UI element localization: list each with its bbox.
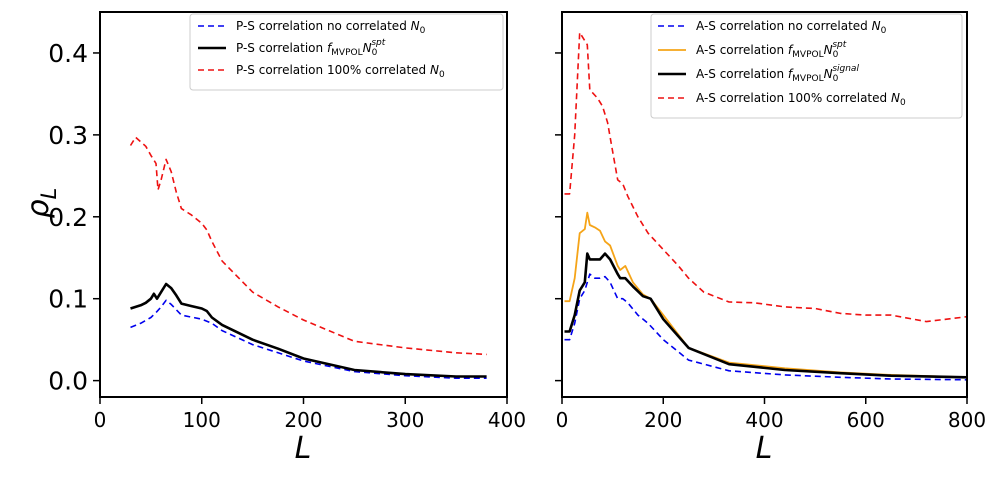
legend-label-sub: 0	[881, 26, 887, 36]
left-legend: P-S correlation no correlated N0P-S corr…	[189, 13, 504, 91]
legend-label-sup2: signal	[832, 64, 859, 74]
left-y-axis-label-base: ρ	[21, 199, 56, 218]
series-line-3	[129, 136, 487, 356]
legend-label-var: N	[891, 91, 900, 105]
left-legend-box	[189, 13, 504, 91]
legend-label-var: f	[327, 41, 333, 55]
legend-label-sub: MVPOL	[331, 48, 362, 58]
legend-label-text: A-S correlation 100% correlated	[696, 91, 891, 105]
legend-label: A-S correlation fMVPOLN0spt	[696, 40, 847, 60]
legend-label-var2: N	[363, 41, 372, 55]
legend-label-sub2: 0	[833, 74, 839, 84]
legend-label-var: f	[788, 43, 794, 57]
x-tick-label: 300	[386, 408, 424, 432]
x-tick-label: 0	[556, 408, 569, 432]
right-panel: 0 200 400 600 800 L A-S correlation no corre…	[555, 11, 986, 466]
legend-label-sub: 0	[420, 26, 426, 36]
right-legend-box	[650, 13, 963, 119]
legend-label-text: A-S correlation	[696, 43, 788, 57]
legend-label-var: f	[788, 67, 794, 81]
legend-label-text: A-S correlation no correlated	[696, 19, 872, 33]
y-tick-label: 0.0	[48, 367, 88, 396]
y-tick-label: 0.2	[48, 203, 88, 232]
series-line-4	[564, 31, 968, 323]
right-x-axis-label: L	[756, 431, 773, 466]
left-y-axis-label: ρL	[21, 188, 61, 219]
legend-label-sup2: spt	[832, 40, 846, 50]
y-tick-label: 0.3	[48, 121, 88, 150]
right-ticks-layer: 0 200 400 600 800	[555, 52, 986, 432]
legend-label-var: N	[430, 63, 439, 77]
legend-label-text: P-S correlation 100% correlated	[236, 63, 430, 77]
x-tick-label: 100	[183, 408, 221, 432]
legend-label: A-S correlation fMVPOLN0signal	[696, 64, 859, 84]
legend-label: P-S correlation 100% correlated N0	[236, 63, 445, 80]
y-tick-label: 0.4	[48, 39, 88, 68]
right-legend: A-S correlation no correlated N0A-S corr…	[650, 13, 963, 119]
series-line-1	[130, 299, 487, 380]
y-tick-label: 0.1	[48, 285, 88, 314]
legend-label-sub: 0	[900, 98, 906, 108]
legend-label: A-S correlation 100% correlated N0	[696, 91, 906, 108]
x-tick-label: 400	[745, 408, 783, 432]
x-tick-label: 400	[488, 408, 526, 432]
left-y-axis-label-sub: L	[37, 188, 61, 200]
legend-label-text: A-S correlation	[696, 67, 788, 81]
left-series-layer	[129, 136, 487, 380]
legend-label-var: N	[411, 19, 420, 33]
left-x-axis-label: L	[295, 431, 312, 466]
legend-label: P-S correlation fMVPOLN0spt	[236, 38, 386, 58]
legend-label-var: N	[872, 19, 881, 33]
series-line-1	[564, 273, 968, 381]
x-tick-label: 0	[94, 408, 107, 432]
x-tick-label: 200	[284, 408, 322, 432]
series-line-3	[564, 252, 968, 379]
legend-label-sub: 0	[439, 70, 445, 80]
legend-label-text: P-S correlation no correlated	[236, 19, 411, 33]
series-line-2	[564, 211, 968, 379]
x-tick-label: 600	[847, 408, 885, 432]
legend-label-sub2: 0	[372, 48, 378, 58]
legend-label-var2: N	[824, 43, 833, 57]
x-tick-label: 800	[948, 408, 986, 432]
legend-label: P-S correlation no correlated N0	[236, 19, 426, 36]
legend-label: A-S correlation no correlated N0	[696, 19, 887, 36]
legend-label-sub: MVPOL	[792, 50, 823, 60]
legend-label-text: P-S correlation	[236, 41, 327, 55]
series-line-2	[130, 282, 487, 378]
x-tick-label: 200	[644, 408, 682, 432]
legend-label-sub2: 0	[833, 50, 839, 60]
legend-label-var2: N	[824, 67, 833, 81]
left-ticks-layer: 0 100 200 300 400 0.0 0.1 0.2 0.3 0.4	[48, 39, 526, 432]
legend-label-sup2: spt	[371, 38, 385, 48]
right-series-layer	[564, 31, 968, 381]
legend-label-sub: MVPOL	[792, 74, 823, 84]
